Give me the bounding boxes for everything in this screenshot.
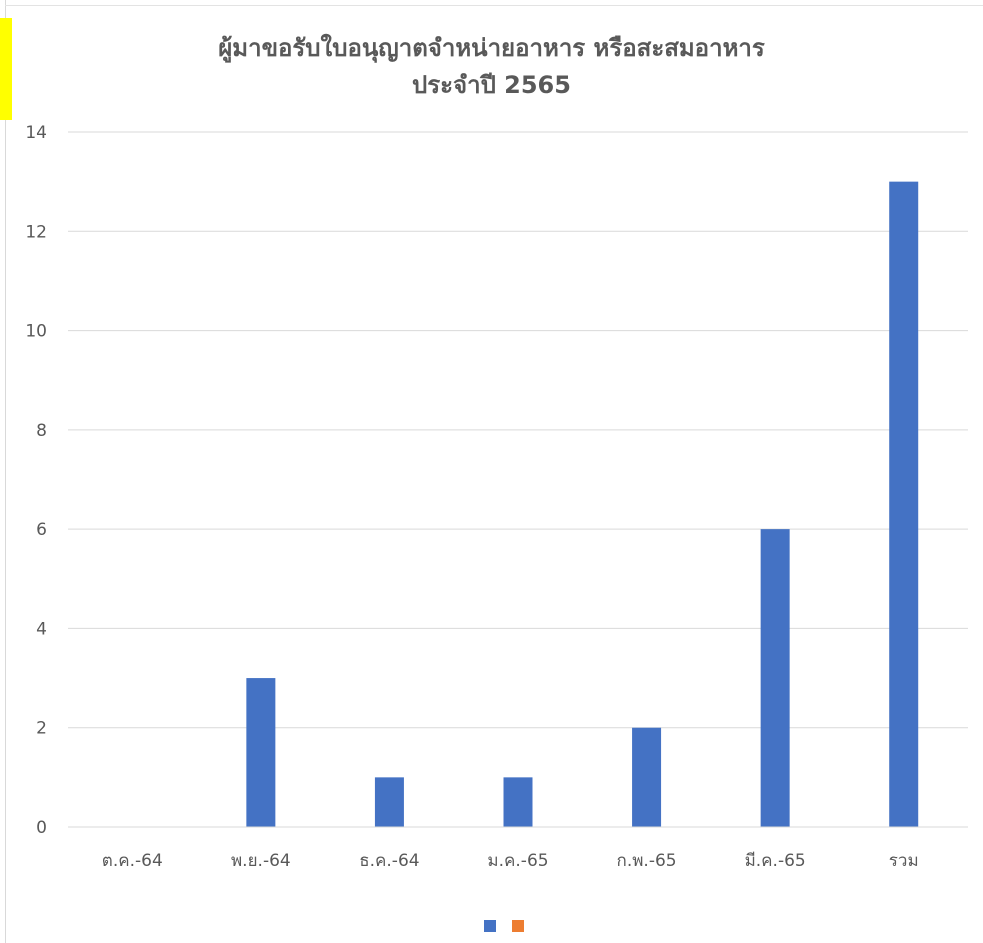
chart-frame-top-border <box>5 5 983 6</box>
x-tick-label: พ.ย.-64 <box>231 851 291 871</box>
x-tick-label: ม.ค.-65 <box>487 851 548 871</box>
chart-title-line-2: ประจำปี 2565 <box>412 71 571 99</box>
chart-title-line-1: ผู้มาขอรับใบอนุญาตจำหน่ายอาหาร หรือสะสมอ… <box>218 34 765 62</box>
bar <box>246 678 276 827</box>
bar <box>889 181 919 828</box>
bar <box>760 529 790 827</box>
y-tick-label: 2 <box>36 719 47 739</box>
x-tick-label: ธ.ค.-64 <box>359 851 419 871</box>
y-tick-label: 14 <box>25 123 47 143</box>
bar <box>632 727 662 827</box>
x-tick-label: รวม <box>889 851 919 871</box>
y-tick-label: 10 <box>25 322 47 342</box>
x-tick-label: ต.ค.-64 <box>102 851 163 871</box>
legend-swatch-series-2 <box>512 920 524 932</box>
y-tick-label: 6 <box>36 520 47 540</box>
y-tick-label: 0 <box>36 818 47 838</box>
bar <box>374 777 404 827</box>
legend-swatch-series-1 <box>484 920 496 932</box>
bar <box>503 777 533 827</box>
chart-frame-left-border <box>5 0 6 943</box>
y-tick-label: 4 <box>36 619 47 639</box>
x-tick-label: มี.ค.-65 <box>745 851 806 871</box>
y-tick-label: 8 <box>36 421 47 441</box>
x-tick-label: ก.พ.-65 <box>617 851 677 871</box>
y-tick-label: 12 <box>25 222 47 242</box>
yellow-highlight-strip <box>0 18 12 120</box>
